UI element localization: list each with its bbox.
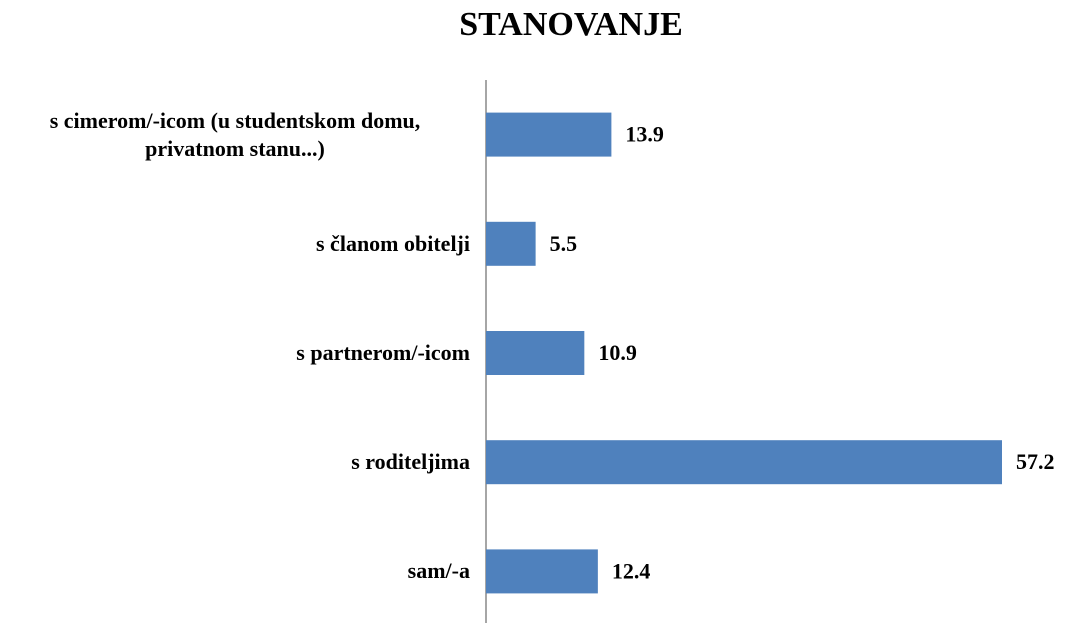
bar bbox=[486, 331, 585, 375]
category-label-box: sam/-a bbox=[0, 557, 470, 585]
category-label: sam/-a bbox=[407, 558, 470, 584]
category-label: s cimerom/-icom (u studentskom domu, pri… bbox=[49, 107, 421, 161]
category-label: s partnerom/-icom bbox=[296, 340, 470, 365]
data-label: 5.5 bbox=[550, 231, 578, 256]
category-label: s roditeljima bbox=[351, 449, 470, 475]
category-label-box: s cimerom/-icom (u studentskom domu, pri… bbox=[0, 107, 470, 163]
category-label-box: s partnerom/-icom bbox=[0, 339, 470, 367]
data-label: 13.9 bbox=[625, 122, 664, 147]
bar bbox=[486, 112, 612, 157]
chart-title: STANOVANJE bbox=[459, 6, 683, 43]
bar bbox=[486, 221, 536, 266]
bar bbox=[486, 440, 1002, 485]
category-label: s članom obitelji bbox=[316, 230, 470, 256]
bar bbox=[486, 549, 598, 594]
data-label: 12.4 bbox=[612, 558, 651, 583]
category-label-box: s članom obitelji bbox=[0, 230, 470, 258]
category-label-box: s roditeljima bbox=[0, 448, 470, 476]
data-label: 57.2 bbox=[1016, 449, 1055, 474]
data-label: 10.9 bbox=[598, 340, 637, 365]
